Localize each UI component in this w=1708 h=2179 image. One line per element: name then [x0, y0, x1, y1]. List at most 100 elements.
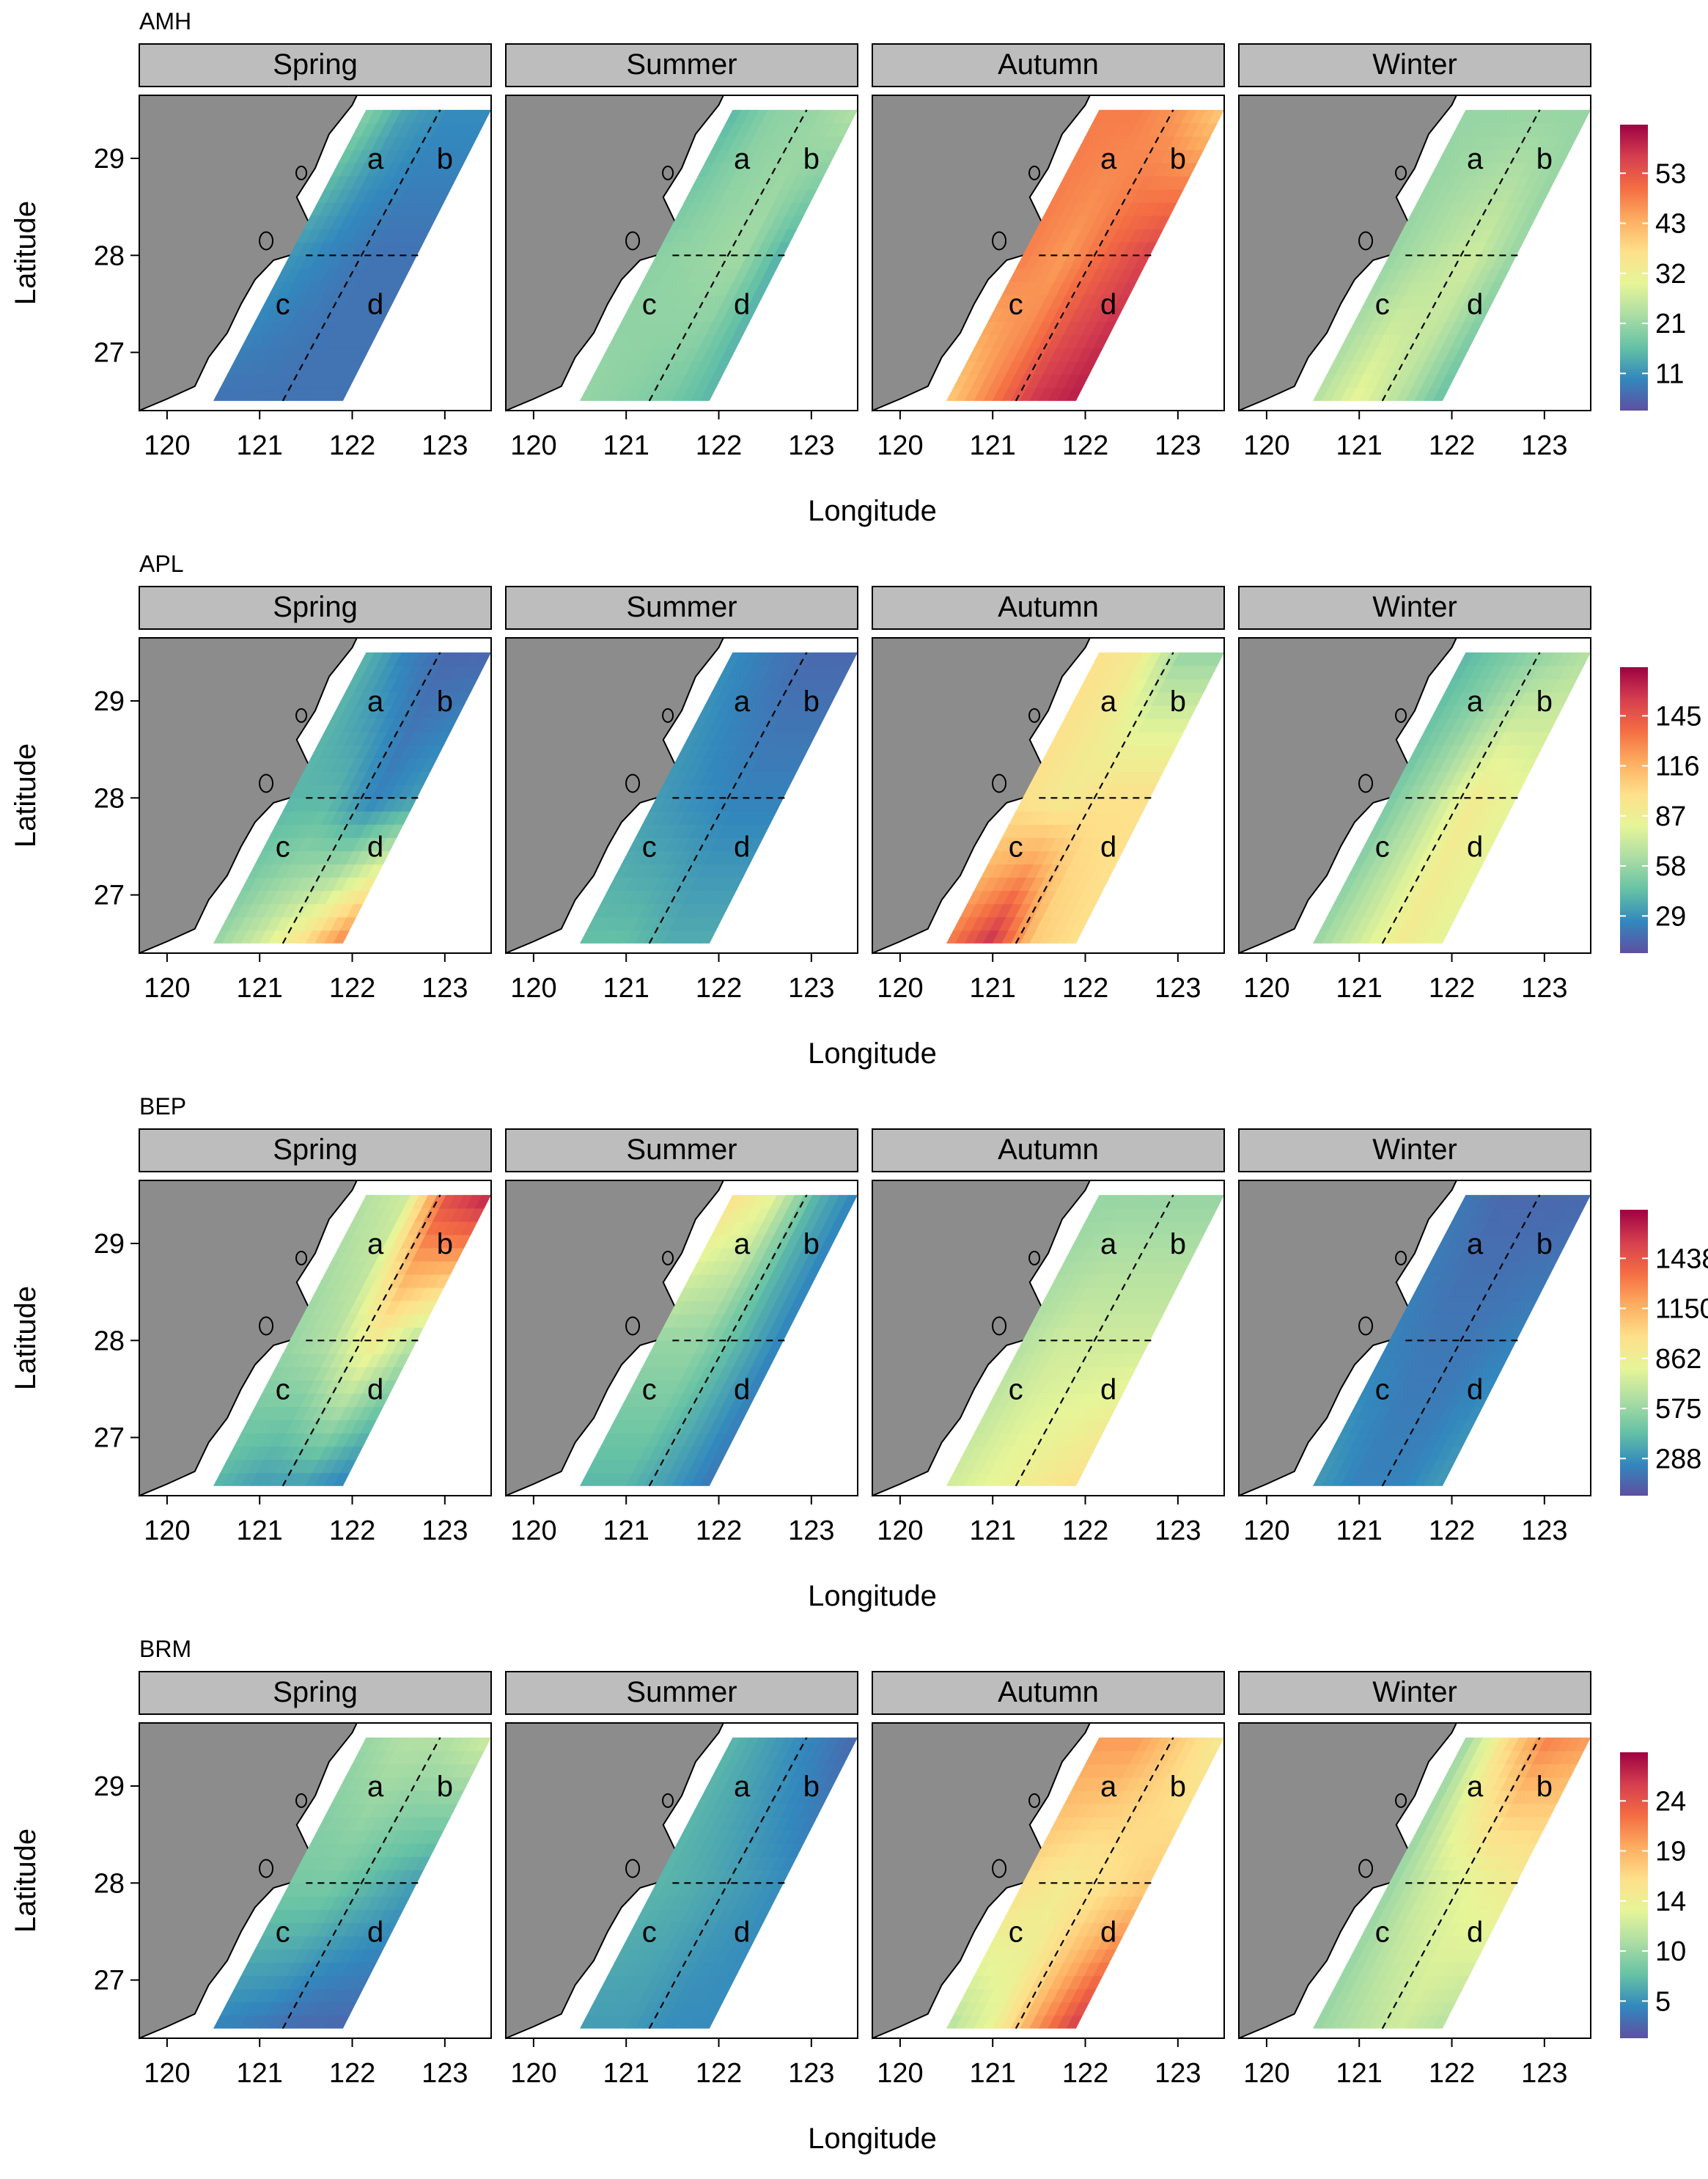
- region-label-b: b: [803, 1771, 820, 1803]
- region-label-a: a: [1100, 686, 1117, 718]
- density-cell: [1199, 109, 1216, 124]
- y-axis-label: Latitude: [10, 201, 42, 305]
- x-tick-label: 123: [788, 973, 834, 1004]
- region-label-c: c: [642, 1373, 657, 1405]
- region-label-d: d: [1467, 288, 1483, 320]
- legend-tick-label: 32: [1655, 259, 1686, 290]
- density-cell: [448, 109, 465, 124]
- x-tick-label: 120: [877, 1515, 923, 1546]
- density-cell: [841, 109, 858, 124]
- x-tick-label: 123: [788, 1515, 834, 1546]
- density-cell: [814, 109, 832, 124]
- x-tick-label: 122: [1062, 430, 1108, 461]
- density-cell: [1493, 652, 1512, 666]
- density-cell: [1512, 652, 1529, 666]
- density-cell: [367, 109, 385, 124]
- x-tick-label: 123: [1155, 973, 1201, 1004]
- density-cell: [394, 652, 412, 666]
- density-cell: [805, 109, 823, 124]
- density-cell: [376, 652, 394, 666]
- facet-strip: [505, 586, 858, 630]
- facet-strip: [872, 586, 1225, 630]
- y-tick-label: 29: [94, 1229, 125, 1260]
- row-title: BEP: [139, 1093, 186, 1120]
- density-cell: [412, 109, 430, 124]
- density-field: [213, 652, 491, 944]
- island: [259, 774, 274, 793]
- density-field: [946, 652, 1224, 944]
- density-cell: [1467, 652, 1484, 666]
- facet-strip: [139, 43, 492, 87]
- row-title: APL: [139, 551, 183, 577]
- island: [295, 165, 308, 180]
- density-cell: [1512, 109, 1529, 124]
- region-label-b: b: [437, 686, 453, 718]
- diagonal-divider: [1381, 652, 1541, 944]
- diagonal-divider: [1381, 1194, 1541, 1487]
- density-cell: [474, 109, 491, 124]
- plot-frame: [505, 637, 858, 954]
- density-cell: [1171, 109, 1190, 124]
- x-tick-label: 123: [1521, 1515, 1567, 1546]
- region-label-b: b: [803, 686, 820, 718]
- density-cell: [1154, 109, 1171, 124]
- y-axis-label: Latitude: [10, 743, 42, 848]
- facet-strip: [872, 43, 1225, 87]
- facet-strip: [872, 1128, 1225, 1172]
- x-tick-label: 123: [422, 973, 468, 1004]
- y-tick-label: 27: [94, 338, 125, 369]
- legend-tick-label: 1438: [1655, 1243, 1708, 1274]
- region-label-d: d: [734, 288, 750, 320]
- island: [662, 1793, 674, 1808]
- density-cell: [1127, 652, 1145, 666]
- density-cell: [841, 1194, 858, 1209]
- legend-tick-label: 288: [1655, 1444, 1701, 1474]
- y-tick-label: 28: [94, 1326, 125, 1356]
- x-tick-label: 123: [1155, 1515, 1201, 1546]
- y-tick-label: 27: [94, 1423, 125, 1454]
- facet-strip-label: Summer: [626, 1676, 737, 1708]
- region-label-b: b: [1170, 1228, 1186, 1260]
- region-label-b: b: [803, 1228, 820, 1260]
- density-cell: [1100, 109, 1118, 124]
- density-cell: [448, 652, 465, 666]
- density-cell: [778, 109, 796, 124]
- density-cell: [1207, 652, 1224, 666]
- density-cell: [1538, 652, 1556, 666]
- density-cell: [1520, 109, 1538, 124]
- density-field: [1313, 1194, 1591, 1486]
- diagonal-divider: [648, 1194, 808, 1487]
- y-tick-label: 28: [94, 1868, 125, 1899]
- island: [662, 165, 674, 180]
- density-field: [1313, 109, 1591, 401]
- x-tick-label: 122: [329, 973, 375, 1004]
- island: [625, 231, 641, 251]
- x-tick-label: 121: [603, 430, 649, 461]
- density-cell: [1484, 109, 1503, 124]
- facet-strip-label: Summer: [626, 48, 737, 81]
- x-tick-label: 121: [970, 430, 1016, 461]
- density-cell: [832, 109, 850, 124]
- x-axis-label: Longitude: [808, 495, 937, 527]
- island: [1028, 1250, 1041, 1265]
- plot-frame: [139, 95, 492, 411]
- x-tick-label: 120: [144, 2058, 190, 2089]
- density-cell: [1556, 652, 1574, 666]
- density-cell: [1476, 652, 1493, 666]
- density-cell: [403, 109, 421, 124]
- legend-tick-label: 53: [1655, 158, 1686, 189]
- density-cell: [805, 652, 823, 666]
- x-tick-label: 120: [144, 973, 190, 1004]
- region-label-c: c: [1009, 288, 1023, 320]
- density-cell: [1493, 109, 1512, 124]
- density-cell: [1476, 109, 1493, 124]
- x-tick-label: 120: [510, 1515, 556, 1546]
- x-axis-label: Longitude: [808, 1037, 937, 1070]
- legend-tick-label: 116: [1655, 752, 1700, 782]
- density-cell: [787, 109, 805, 124]
- diagonal-divider: [281, 109, 441, 402]
- x-tick-label: 120: [510, 2058, 556, 2089]
- density-cell: [743, 652, 760, 666]
- diagonal-divider: [281, 652, 441, 944]
- density-cell: [770, 652, 787, 666]
